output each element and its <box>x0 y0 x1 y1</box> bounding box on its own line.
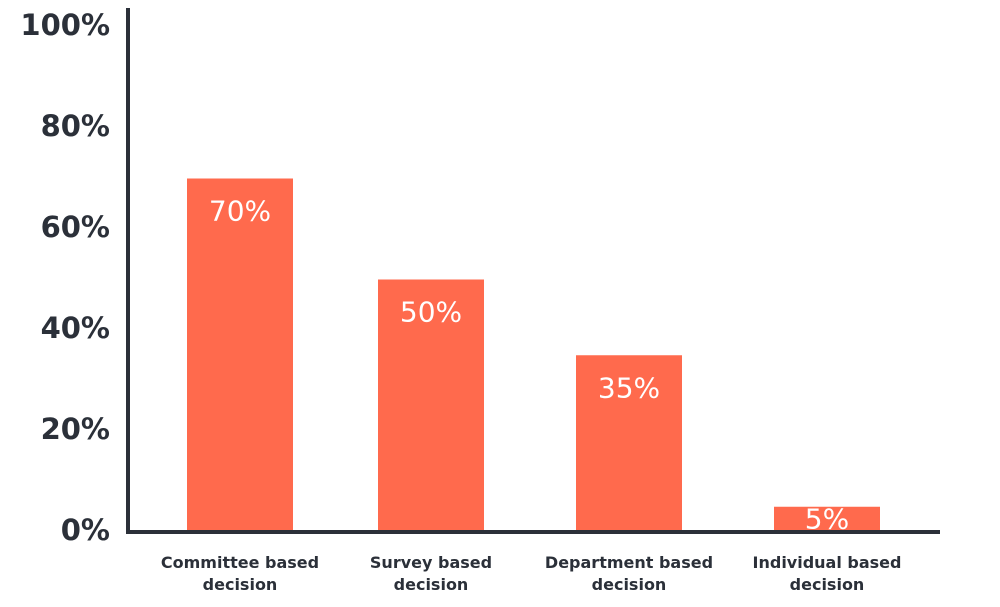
y-tick-label: 80% <box>41 109 110 143</box>
bar-data-label: 50% <box>400 296 462 329</box>
bar-data-label: 35% <box>598 371 660 404</box>
bar-data-label: 5% <box>805 502 849 535</box>
y-tick-label: 60% <box>41 210 110 244</box>
y-tick-label: 20% <box>41 412 110 446</box>
bars <box>187 178 880 532</box>
bar <box>187 178 293 532</box>
bar <box>576 355 682 532</box>
x-axis-tick-labels: Committee based decision Survey based decis… <box>161 553 902 594</box>
x-tick-label: Individual based decision <box>753 553 902 594</box>
y-axis-tick-labels: 0% 20% 40% 60% 80% 100% <box>20 8 110 547</box>
bar <box>774 506 880 532</box>
data-labels: 70% 50% 35% 5% <box>209 195 849 536</box>
x-tick-label: Survey based decision <box>370 553 492 594</box>
y-tick-label: 40% <box>41 311 110 345</box>
x-tick-label: Committee based decision <box>161 553 319 594</box>
y-tick-label: 100% <box>20 8 110 42</box>
x-tick-label: Department based decision <box>545 553 713 594</box>
bar <box>378 279 484 532</box>
bar-data-label: 70% <box>209 195 271 228</box>
y-tick-label: 0% <box>61 513 110 547</box>
